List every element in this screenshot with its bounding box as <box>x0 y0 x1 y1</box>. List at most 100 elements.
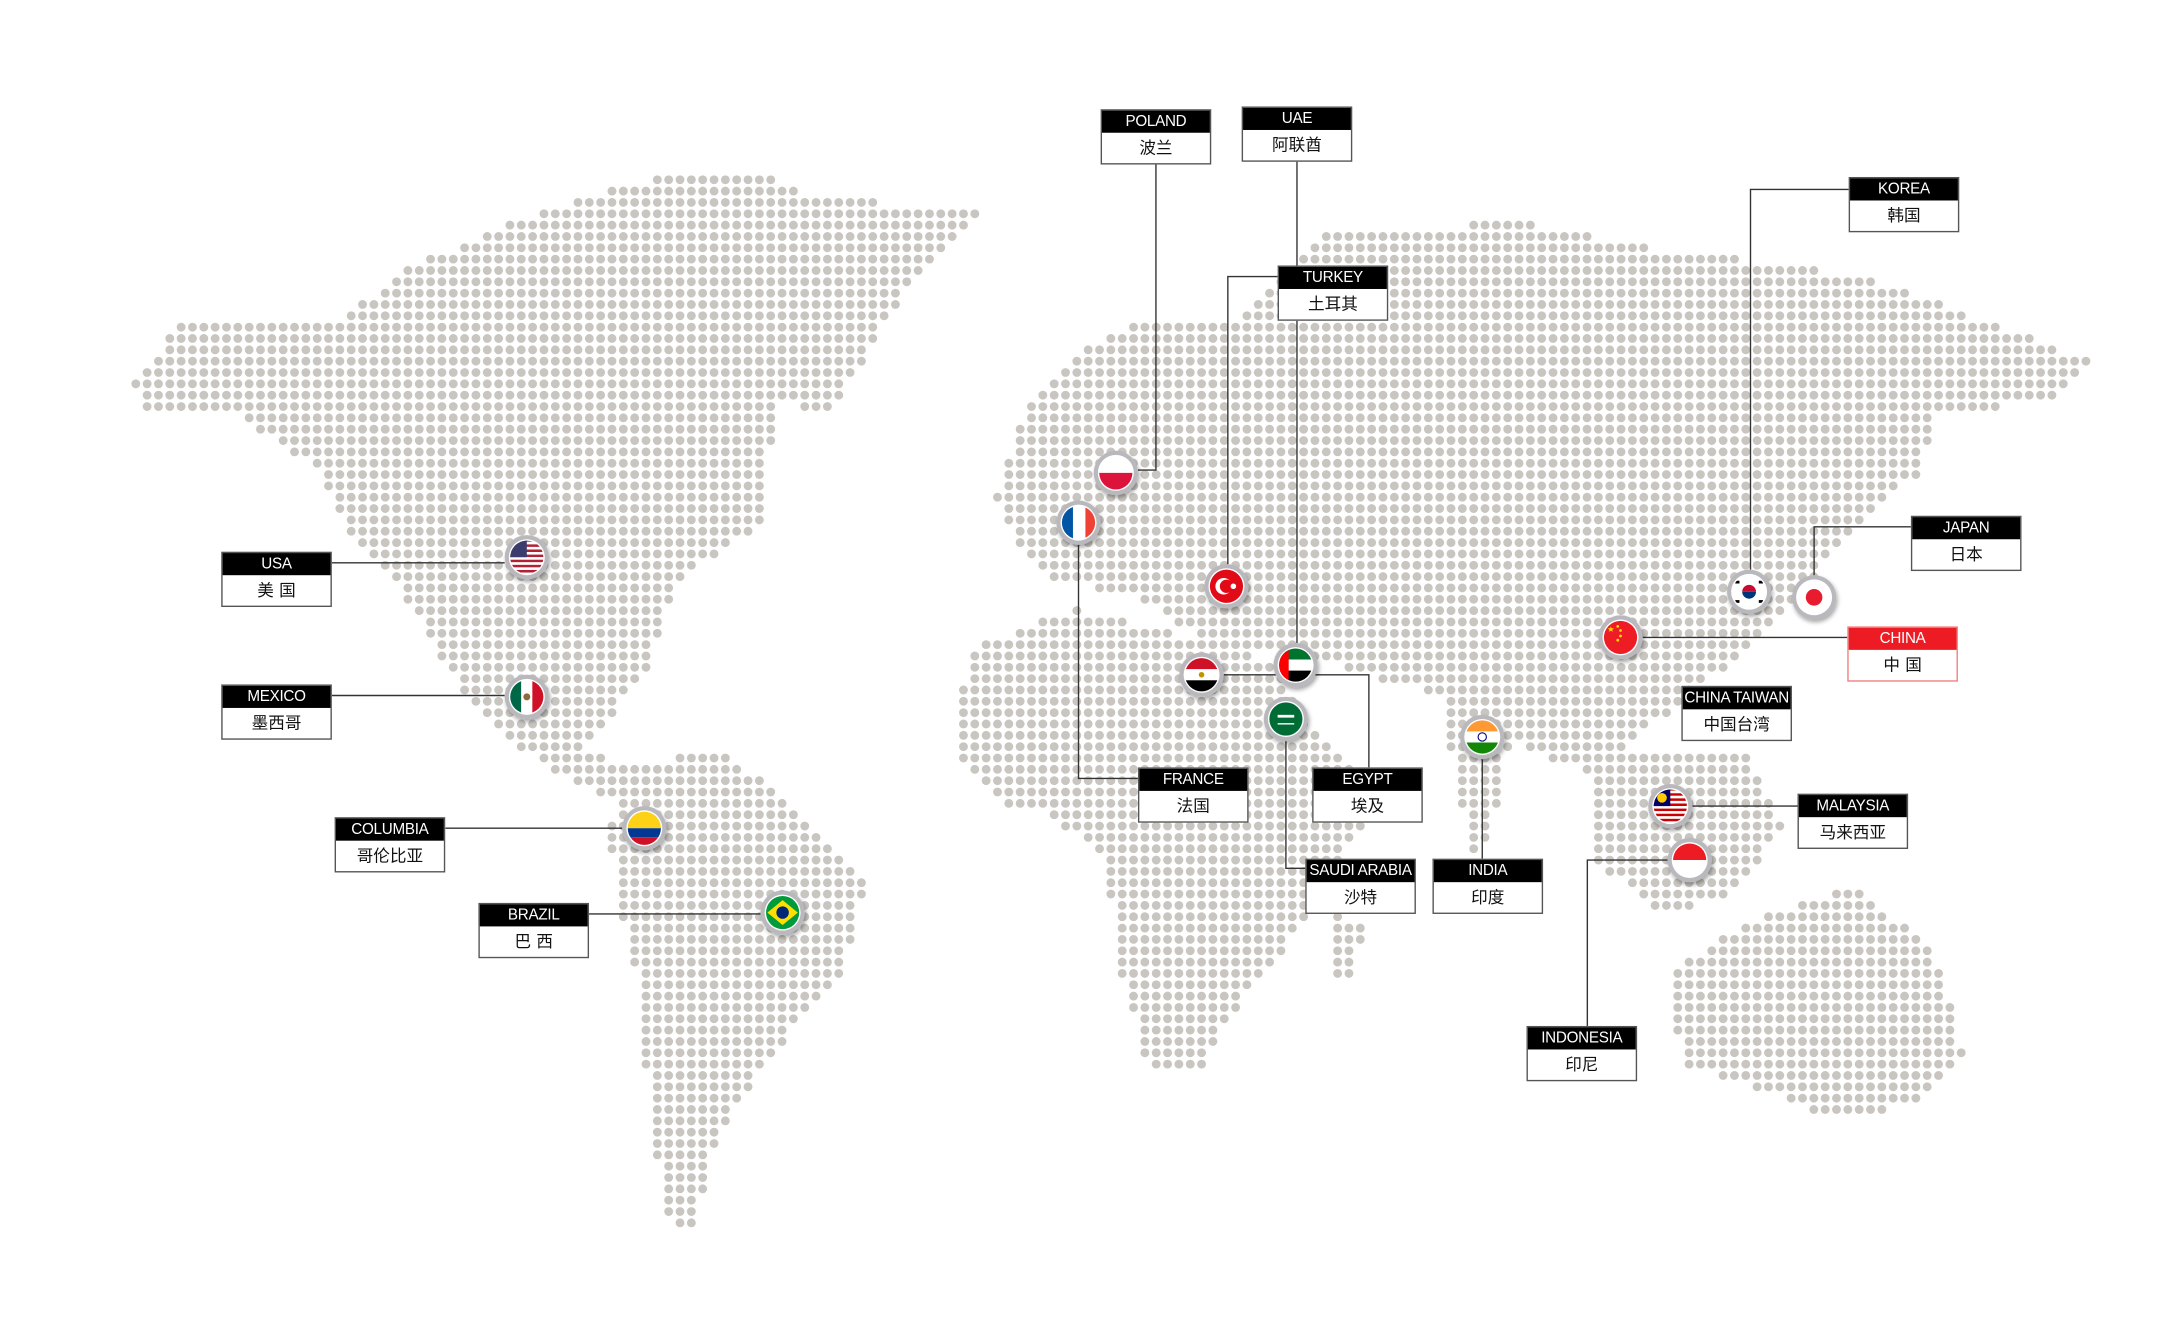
land-dot <box>1072 685 1082 695</box>
land-dot <box>1083 674 1093 684</box>
land-dot <box>1582 662 1592 672</box>
land-dot <box>1457 345 1467 355</box>
land-dot <box>788 356 798 366</box>
land-dot <box>1276 572 1286 582</box>
land-dot <box>1174 685 1184 695</box>
land-dot <box>1287 606 1297 616</box>
land-dot <box>562 481 572 491</box>
land-dot <box>1423 583 1433 593</box>
land-dot <box>652 368 662 377</box>
land-dot <box>1662 538 1671 547</box>
land-dot <box>1321 470 1331 479</box>
land-dot <box>562 368 572 377</box>
land-dot <box>312 390 322 400</box>
land-dot <box>188 356 197 366</box>
land-dot <box>1469 696 1479 706</box>
land-dot <box>1446 277 1456 287</box>
land-dot <box>494 413 504 423</box>
land-dot <box>1049 526 1059 536</box>
land-dot <box>1151 470 1161 479</box>
land-dot <box>1469 424 1479 434</box>
land-dot <box>346 526 356 536</box>
land-dot <box>1061 719 1070 729</box>
land-dot <box>1650 662 1660 672</box>
land-dot <box>1469 538 1479 547</box>
land-dot <box>539 288 549 298</box>
land-dot <box>380 288 390 298</box>
land-dot <box>720 504 730 513</box>
land-dot <box>369 549 379 559</box>
land-dot <box>1480 311 1490 321</box>
land-dot <box>1072 719 1082 729</box>
land-dot <box>788 254 798 264</box>
land-dot <box>1673 515 1683 525</box>
land-dot <box>584 640 594 650</box>
land-dot <box>550 254 560 264</box>
land-dot <box>800 243 810 253</box>
land-dot <box>1174 515 1184 525</box>
land-dot <box>1083 368 1093 377</box>
land-dot <box>324 436 333 445</box>
land-dot <box>1616 458 1626 468</box>
land-dot <box>1537 413 1547 423</box>
land-dot <box>324 402 333 411</box>
land-dot <box>1718 594 1728 604</box>
land-dot <box>1253 538 1263 547</box>
land-dot <box>244 322 254 332</box>
land-dot <box>1786 288 1796 298</box>
land-dot <box>244 379 254 389</box>
land-dot <box>1265 549 1275 559</box>
land-dot <box>1174 492 1184 502</box>
land-dot <box>607 470 617 479</box>
land-dot <box>573 628 583 638</box>
land-dot <box>845 209 855 219</box>
land-dot <box>380 390 390 400</box>
land-dot <box>641 504 651 513</box>
land-dot <box>528 617 538 627</box>
land-dot <box>1457 696 1467 706</box>
land-dot <box>584 583 594 593</box>
land-dot <box>1310 368 1320 377</box>
land-dot <box>1389 538 1399 547</box>
land-dot <box>1956 379 1966 389</box>
land-dot <box>1730 311 1739 321</box>
land-dot <box>1106 696 1116 706</box>
land-dot <box>426 549 435 559</box>
land-dot <box>1061 640 1070 650</box>
land-dot <box>358 311 367 321</box>
land-dot <box>596 640 606 650</box>
land-dot <box>1049 402 1059 411</box>
land-dot <box>1571 617 1581 627</box>
land-dot <box>1582 481 1592 491</box>
land-dot <box>1310 447 1320 457</box>
land-dot <box>1627 277 1637 287</box>
land-dot <box>732 198 742 207</box>
land-dot <box>1129 368 1138 377</box>
land-dot <box>471 322 481 332</box>
land-dot <box>482 345 492 355</box>
land-dot <box>652 209 662 219</box>
land-dot <box>584 424 594 434</box>
land-dot <box>1197 368 1206 377</box>
land-dot <box>1673 674 1683 684</box>
land-dot <box>664 526 674 536</box>
land-dot <box>346 379 356 389</box>
land-dot <box>1639 470 1649 479</box>
land-dot <box>380 368 390 377</box>
land-dot <box>1752 288 1762 298</box>
land-dot <box>1945 402 1955 411</box>
land-dot <box>1469 594 1479 604</box>
land-dot <box>482 243 492 253</box>
land-dot <box>1435 651 1445 661</box>
land-dot <box>369 390 379 400</box>
land-dot <box>573 277 583 287</box>
land-dot <box>1503 651 1513 661</box>
land-dot <box>1718 470 1728 479</box>
land-dot <box>494 617 504 627</box>
land-dot <box>1287 549 1297 559</box>
land-dot <box>1208 413 1218 423</box>
land-dot <box>1242 549 1252 559</box>
land-dot <box>1412 458 1422 468</box>
land-dot <box>1435 424 1445 434</box>
land-dot <box>720 413 730 423</box>
